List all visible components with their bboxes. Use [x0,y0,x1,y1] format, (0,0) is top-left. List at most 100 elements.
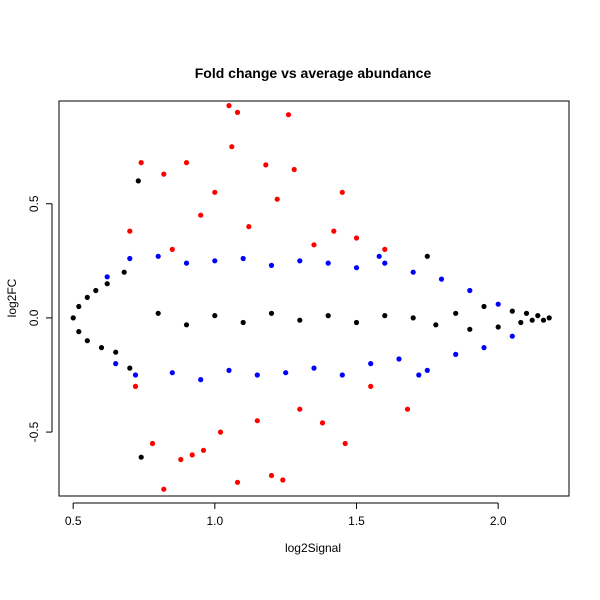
data-point [353,235,360,241]
y-tick-label: 0.0 [27,309,41,326]
data-point [132,383,139,389]
data-point [155,253,161,259]
data-point [297,317,303,323]
data-point [368,361,374,367]
data-point [396,356,402,362]
data-point [189,452,195,458]
data-point [183,322,190,328]
points-layer [70,103,552,492]
data-point [410,269,416,275]
x-tick-label: 1.5 [348,514,365,528]
data-point [481,303,487,310]
data-point [212,258,218,264]
data-point [149,440,156,447]
data-point [76,329,82,335]
data-point [226,367,232,373]
data-point [540,317,547,323]
y-axis-title: log2FC [5,278,19,317]
x-tick-label: 2.0 [490,514,507,528]
data-point [127,228,133,234]
data-point [311,242,317,248]
data-point [529,317,535,323]
data-point [325,260,331,266]
data-point [113,361,119,367]
data-point [268,310,275,316]
data-point [113,349,119,355]
data-point [240,319,246,326]
data-point [368,383,374,389]
data-point [104,274,110,280]
data-point [311,365,317,371]
data-point [433,322,439,328]
x-tick-label: 0.5 [65,514,82,528]
data-point [212,313,218,319]
data-point [438,276,445,282]
y-axis: -0.5 0.0 0.5 [27,195,53,442]
data-point [297,258,303,264]
data-point [161,486,167,492]
data-point [495,324,501,330]
data-point [76,303,82,310]
data-point [495,301,501,307]
data-point [84,294,90,300]
data-point [376,253,382,259]
data-point [84,338,90,344]
data-point [240,255,246,262]
data-point [121,269,127,275]
data-point [339,372,345,378]
data-point [268,472,275,479]
data-point [523,310,530,316]
data-point [161,171,167,177]
plot-frame [58,100,570,497]
data-point [453,351,459,357]
data-point [467,326,473,332]
data-point [509,333,515,339]
y-tick-label: -0.5 [27,421,41,442]
data-point [453,310,459,316]
data-point [416,372,422,378]
data-point [285,112,292,118]
data-point [229,144,235,150]
data-point [467,287,473,294]
data-point [382,246,388,252]
data-point [263,162,269,168]
data-point [291,166,297,173]
data-point [481,345,487,351]
x-axis: 0.5 1.0 1.5 2.0 [65,502,507,528]
data-point [234,109,241,115]
data-point [198,212,204,218]
data-point [274,196,280,202]
data-point [226,103,232,109]
chart-title: Fold change vs average abundance [195,65,432,81]
data-point [268,262,275,268]
data-point [254,372,260,378]
data-point [217,429,224,435]
data-point [424,367,430,373]
data-point [138,454,144,460]
data-point [200,447,207,453]
data-point [93,287,99,294]
data-point [382,313,388,319]
data-point [98,345,105,351]
data-point [404,406,411,412]
data-point [546,315,552,321]
data-point [325,313,331,319]
data-point [169,370,175,376]
data-point [509,308,515,314]
data-point [283,370,289,376]
data-point [353,265,360,271]
data-point [410,315,416,321]
x-tick-label: 1.0 [206,514,223,528]
y-tick-label: 0.5 [27,195,41,212]
x-axis-title: log2Signal [285,541,341,555]
data-point [198,377,204,383]
data-point [183,160,190,166]
data-point [280,477,286,483]
data-point [138,160,144,166]
data-point [353,319,360,326]
data-point [234,479,241,485]
data-point [342,440,348,447]
data-point [246,224,252,230]
data-point [535,313,541,319]
